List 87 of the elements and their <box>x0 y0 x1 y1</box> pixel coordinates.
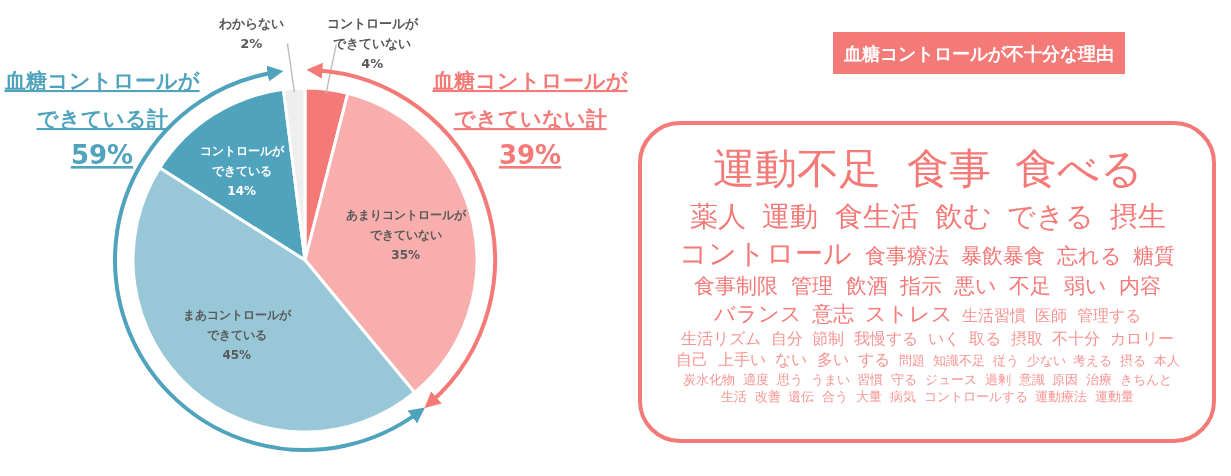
text: 我慢する <box>853 329 918 349</box>
text: 多い <box>816 350 849 370</box>
text: 生活 <box>720 388 747 404</box>
data-label: 4% <box>361 56 384 71</box>
slice-label: コントロールができている <box>199 143 285 178</box>
text: 知識不足 <box>932 353 985 369</box>
text: 摂生 <box>1109 199 1166 233</box>
text: 悪い <box>953 274 998 299</box>
text: 暴飲暴食 <box>961 243 1046 268</box>
text: 運動不足 <box>713 143 882 193</box>
text: ストレス <box>864 301 953 326</box>
text: 血糖コントロールが <box>431 69 628 93</box>
text: 内容 <box>1118 274 1161 299</box>
text: 血糖コントロールが不十分な理由 <box>843 43 1114 64</box>
text: 炭水化物 <box>683 371 736 387</box>
text: 自分 <box>770 329 803 349</box>
text: する <box>858 350 891 370</box>
text: 生活習慣 <box>961 305 1026 325</box>
text: 取る <box>969 329 1002 349</box>
text: 改善 <box>754 388 781 404</box>
text: ない <box>775 350 808 370</box>
text: 上手い <box>717 350 766 370</box>
data-label: 14% <box>227 183 257 198</box>
text: 治療 <box>1086 371 1113 387</box>
text: 糖質 <box>1133 243 1176 268</box>
data-label: 35% <box>391 248 421 263</box>
text: 思う <box>775 371 803 387</box>
text: バランス <box>712 301 802 326</box>
text: できている計 <box>36 107 168 131</box>
text: コントロール <box>679 236 853 270</box>
text: コントロールする <box>923 388 1028 404</box>
text: 食事療法 <box>864 243 949 268</box>
text: 管理する <box>1077 305 1141 325</box>
text: 運動量 <box>1095 388 1135 404</box>
text: 摂取 <box>1010 329 1043 349</box>
text: 管理 <box>791 274 833 299</box>
text: 病気 <box>889 388 916 404</box>
text: ジュース <box>924 371 977 387</box>
text: 59% <box>70 140 134 170</box>
text: 食べる <box>1014 143 1143 193</box>
text: 指示 <box>899 274 943 299</box>
slice-label: わからない <box>217 16 284 31</box>
text: 血糖コントロールが <box>3 69 200 93</box>
text: 意識 <box>1017 371 1045 387</box>
text: 飲酒 <box>845 274 888 299</box>
text: 運動療法 <box>1035 388 1088 404</box>
text: 食事制限 <box>694 274 779 299</box>
text: 摂る <box>1120 353 1147 369</box>
text: きちんと <box>1119 371 1172 387</box>
slice-label: あまりコントロールができていない <box>345 208 467 243</box>
text: 少ない <box>1026 353 1066 369</box>
text: 問題 <box>899 353 926 369</box>
text: 守る <box>891 371 918 387</box>
text: 節制 <box>812 329 845 349</box>
text: 意志 <box>811 301 855 326</box>
text: 習慣 <box>857 371 884 387</box>
text: 従う <box>992 353 1019 369</box>
text: 遺伝 <box>788 388 815 404</box>
text: 薬人 <box>689 199 746 233</box>
text: できていない計 <box>453 107 607 131</box>
text: 考える <box>1073 353 1113 369</box>
text: 飲む <box>935 199 993 233</box>
text: 過剰 <box>984 371 1011 387</box>
data-label: 45% <box>222 348 252 363</box>
text: 忘れる <box>1056 243 1122 268</box>
text: 食事 <box>906 143 991 193</box>
text: 自己 <box>676 350 708 370</box>
text: 大量 <box>856 388 882 404</box>
text: 39% <box>498 140 562 170</box>
text: できる <box>1007 199 1095 233</box>
text: 弱い <box>1063 274 1107 299</box>
slice-label: コントロールができていない <box>326 16 419 51</box>
data-label: 2% <box>240 36 263 51</box>
text: 本人 <box>1153 353 1180 369</box>
text: 運動 <box>762 199 819 233</box>
text: カロリー <box>1109 329 1174 349</box>
slice-label: まあコントロールができている <box>182 308 292 343</box>
text: うまい <box>810 371 850 387</box>
text: 生活リズム <box>681 329 762 349</box>
text: 適度 <box>742 371 769 387</box>
text: 原因 <box>1052 371 1079 387</box>
text: 医師 <box>1035 305 1068 325</box>
text: 食生活 <box>835 199 920 233</box>
text: いく <box>927 329 960 349</box>
text: 不足 <box>1009 274 1052 299</box>
text: 合う <box>822 388 849 404</box>
text: 不十分 <box>1052 329 1101 349</box>
